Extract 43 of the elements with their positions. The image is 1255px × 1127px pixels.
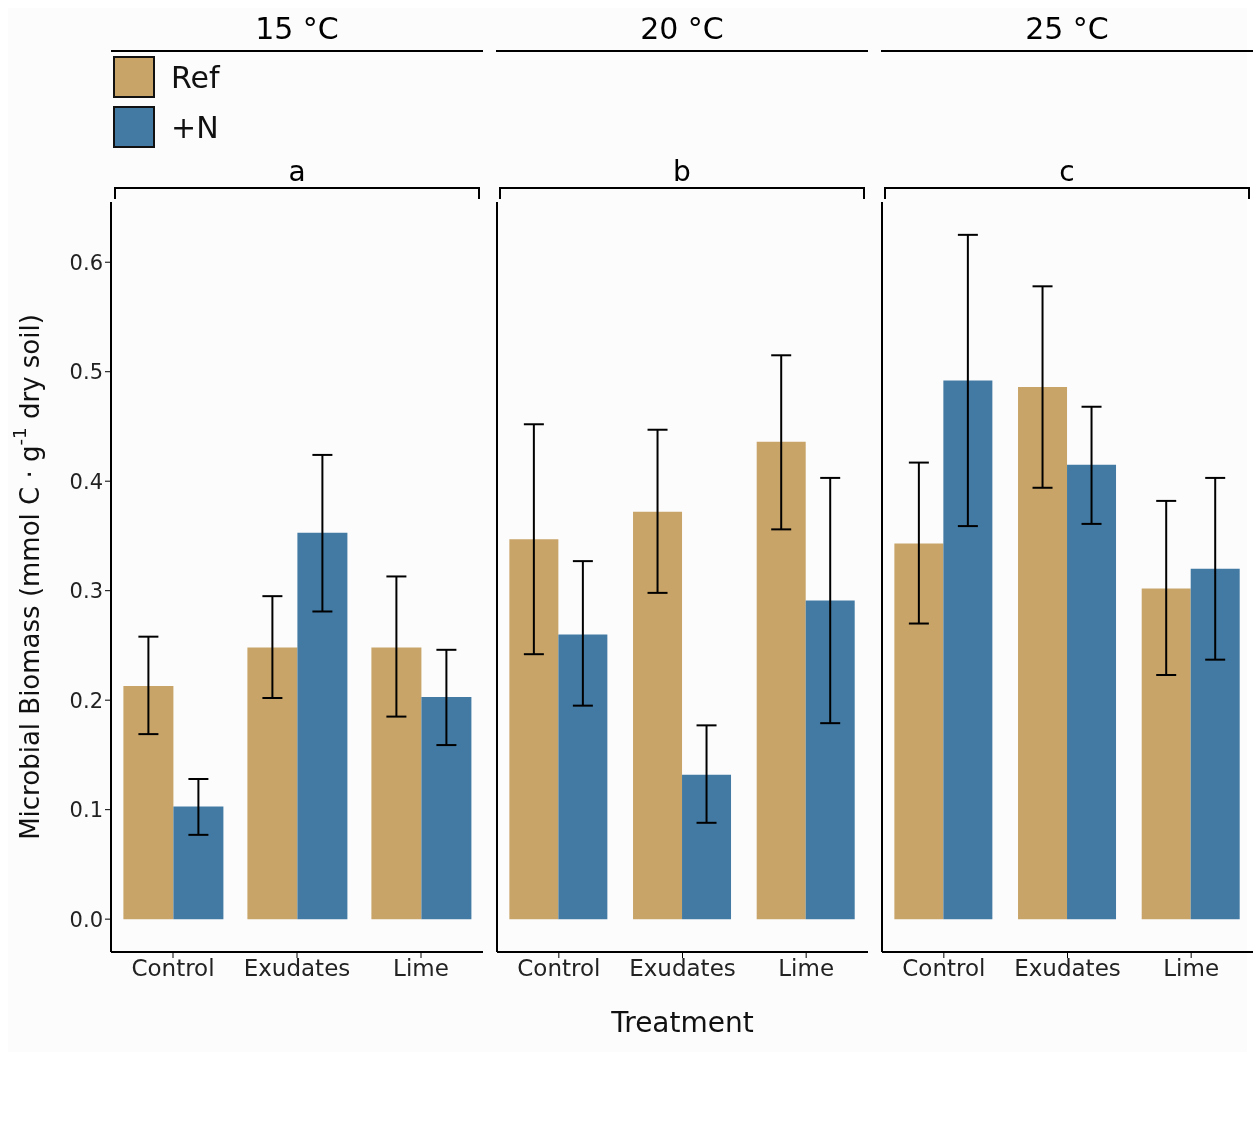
y-tick-label: 0.5 (69, 360, 103, 385)
x-tick-label: Exudates (1014, 955, 1121, 982)
bar (633, 511, 683, 920)
x-tick-label: Exudates (243, 955, 351, 982)
x-tick-label: Control (902, 955, 986, 982)
chart-title: 15 °C (255, 11, 339, 46)
bar (371, 647, 422, 920)
bar (123, 685, 174, 920)
bracket: c (884, 157, 1250, 199)
bar (247, 647, 298, 920)
y-tick-label: 0.0 (69, 907, 103, 932)
x-tick-label: Lime (778, 955, 835, 982)
bar (558, 634, 608, 920)
x-tick-label: Exudates (629, 955, 736, 982)
bar (894, 543, 944, 920)
x-tick-label: Control (517, 955, 601, 982)
y-tick-label: 0.2 (69, 688, 103, 713)
bar (1190, 568, 1240, 920)
chart-title: 20 °C (640, 11, 724, 46)
bracket: a (114, 157, 480, 199)
y-tick-label: 0.4 (69, 469, 103, 494)
x-tick-label: Control (131, 955, 215, 982)
legend-label: Ref (171, 59, 220, 95)
chart-title: 25 °C (1025, 11, 1109, 46)
bar (421, 696, 472, 920)
legend-label: +N (171, 109, 219, 145)
bar (1018, 387, 1068, 920)
bar (805, 600, 855, 920)
x-tick-label: Lime (393, 955, 449, 982)
bar (682, 774, 732, 920)
bar (173, 806, 224, 920)
bar (943, 380, 993, 920)
bar (1067, 464, 1117, 920)
x-axis-title: Treatment (610, 1006, 754, 1039)
y-tick-label: 0.3 (69, 579, 103, 604)
bar (1141, 588, 1191, 920)
bar (756, 441, 806, 920)
y-tick-label: 0.1 (69, 798, 103, 823)
bar (509, 539, 559, 920)
bar (297, 532, 348, 920)
y-tick-label: 0.6 (69, 250, 103, 275)
x-tick-label: Lime (1163, 955, 1220, 982)
bracket: b (499, 157, 865, 199)
